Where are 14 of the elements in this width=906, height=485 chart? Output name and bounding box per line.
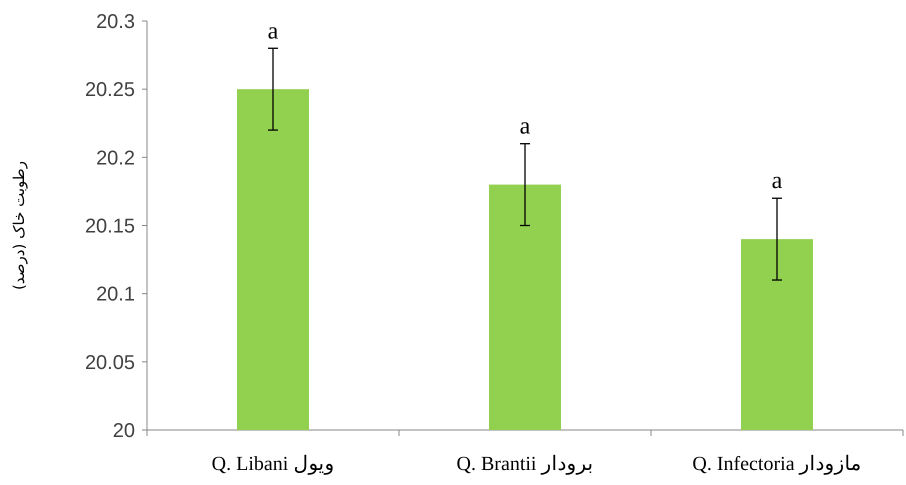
annotation: a (268, 18, 279, 44)
y-tick-label: 20.15 (84, 216, 135, 238)
y-tick-label: 20.2 (96, 147, 135, 170)
x-tick-label: Q. Infectoria مازودار (692, 453, 862, 475)
y-tick-label: 20 (112, 420, 135, 442)
y-tick-label: 20.3 (96, 11, 135, 33)
y-tick-label: 20.25 (84, 79, 135, 102)
annotation: a (520, 114, 531, 140)
x-tick-label: Q. Brantii برودار (456, 453, 594, 475)
y-tick-label: 20.1 (96, 284, 135, 306)
y-axis-title: رطوبت خاک (درصد) (10, 161, 28, 290)
y-tick-label: 20.05 (84, 352, 135, 374)
x-tick-label: Q. Libani ویول (212, 453, 334, 475)
annotation: a (772, 168, 783, 194)
